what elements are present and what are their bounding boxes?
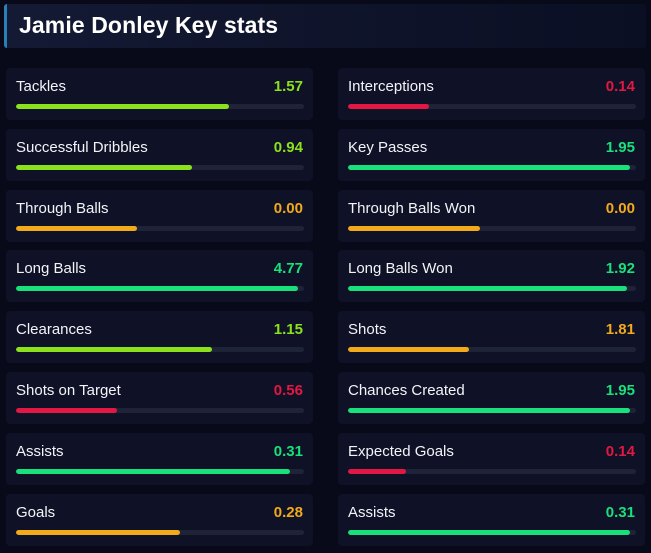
stat-bar-track bbox=[16, 469, 304, 474]
stat-bar-track bbox=[348, 347, 636, 352]
stat-bar-track bbox=[16, 226, 304, 231]
stat-value: 0.14 bbox=[605, 78, 635, 95]
stat-label: Key Passes bbox=[348, 139, 428, 156]
stat-value: 1.92 bbox=[605, 260, 635, 277]
page-title: Jamie Donley Key stats bbox=[19, 12, 279, 38]
stat-bar-track bbox=[348, 104, 636, 109]
stat-value: 0.56 bbox=[273, 382, 303, 399]
stat-value: 0.14 bbox=[605, 443, 635, 460]
stat-bar-fill bbox=[348, 469, 406, 474]
stat-bar-fill bbox=[16, 165, 192, 170]
stat-label: Clearances bbox=[16, 321, 92, 338]
stat-card: Shots 1.81 bbox=[338, 311, 645, 363]
stat-card: Key Passes 1.95 bbox=[338, 129, 645, 181]
stat-bar-fill bbox=[16, 104, 230, 109]
stat-bar-track bbox=[348, 165, 636, 170]
stat-card: Clearances 1.15 bbox=[6, 311, 313, 363]
stat-card: Successful Dribbles 0.94 bbox=[6, 129, 313, 181]
stat-value: 1.81 bbox=[605, 321, 635, 338]
stat-bar-track bbox=[348, 530, 636, 535]
stat-value: 1.95 bbox=[605, 382, 635, 399]
stat-label: Through Balls bbox=[16, 200, 109, 217]
stat-label: Long Balls Won bbox=[348, 260, 453, 277]
stat-bar-fill bbox=[348, 530, 631, 535]
stat-card: Shots on Target 0.56 bbox=[6, 372, 313, 424]
stat-bar-fill bbox=[348, 408, 631, 413]
stat-bar-track bbox=[348, 408, 636, 413]
stat-label: Chances Created bbox=[348, 382, 465, 399]
stat-value: 4.77 bbox=[273, 260, 303, 277]
stat-card: Long Balls 4.77 bbox=[6, 250, 313, 302]
stat-card: Long Balls Won 1.92 bbox=[338, 250, 645, 302]
stat-label: Goals bbox=[16, 504, 56, 521]
stat-bar-track bbox=[348, 286, 636, 291]
stat-bar-track bbox=[16, 104, 304, 109]
stat-bar-fill bbox=[16, 286, 299, 291]
stat-card: Expected Goals 0.14 bbox=[338, 433, 645, 485]
stat-value: 0.94 bbox=[273, 139, 303, 156]
stat-bar-fill bbox=[16, 469, 290, 474]
stat-value: 1.57 bbox=[273, 78, 303, 95]
stat-bar-track bbox=[348, 226, 636, 231]
stat-bar-fill bbox=[348, 104, 429, 109]
stat-bar-fill bbox=[348, 347, 469, 352]
stat-bar-track bbox=[16, 408, 304, 413]
stat-bar-fill bbox=[16, 408, 117, 413]
stat-label: Assists bbox=[16, 443, 64, 460]
stat-bar-fill bbox=[16, 530, 181, 535]
stat-card: Interceptions 0.14 bbox=[338, 68, 645, 120]
stat-card: Chances Created 1.95 bbox=[338, 372, 645, 424]
stat-card: Goals 0.28 bbox=[6, 494, 313, 546]
stat-bar-track bbox=[16, 286, 304, 291]
stat-label: Shots bbox=[348, 321, 387, 338]
stat-label: Tackles bbox=[16, 78, 67, 95]
stat-label: Shots on Target bbox=[16, 382, 121, 399]
stat-bar-track bbox=[16, 165, 304, 170]
stat-bar-track bbox=[16, 530, 304, 535]
stat-card: Assists 0.31 bbox=[6, 433, 313, 485]
stat-value: 0.28 bbox=[273, 504, 303, 521]
stat-value: 1.15 bbox=[273, 321, 303, 338]
stat-label: Through Balls Won bbox=[348, 200, 476, 217]
stats-header: Jamie Donley Key stats bbox=[4, 4, 646, 48]
stat-bar-fill bbox=[348, 165, 631, 170]
stat-label: Interceptions bbox=[348, 78, 434, 95]
stat-label: Expected Goals bbox=[348, 443, 454, 460]
stat-bar-track bbox=[348, 469, 636, 474]
stat-bar-fill bbox=[348, 286, 628, 291]
stat-value: 0.31 bbox=[273, 443, 303, 460]
stat-bar-track bbox=[16, 347, 304, 352]
stat-value: 0.00 bbox=[273, 200, 303, 217]
stat-bar-fill bbox=[16, 347, 212, 352]
stat-card: Through Balls 0.00 bbox=[6, 190, 313, 242]
stat-card: Assists 0.31 bbox=[338, 494, 645, 546]
stat-card: Tackles 1.57 bbox=[6, 68, 313, 120]
stat-value: 0.00 bbox=[605, 200, 635, 217]
stat-bar-fill bbox=[16, 226, 137, 231]
stat-label: Assists bbox=[348, 504, 396, 521]
stat-value: 1.95 bbox=[605, 139, 635, 156]
stat-label: Long Balls bbox=[16, 260, 87, 277]
stat-value: 0.31 bbox=[605, 504, 635, 521]
stat-label: Successful Dribbles bbox=[16, 139, 148, 156]
stat-bar-fill bbox=[348, 226, 481, 231]
stat-card: Through Balls Won 0.00 bbox=[338, 190, 645, 242]
